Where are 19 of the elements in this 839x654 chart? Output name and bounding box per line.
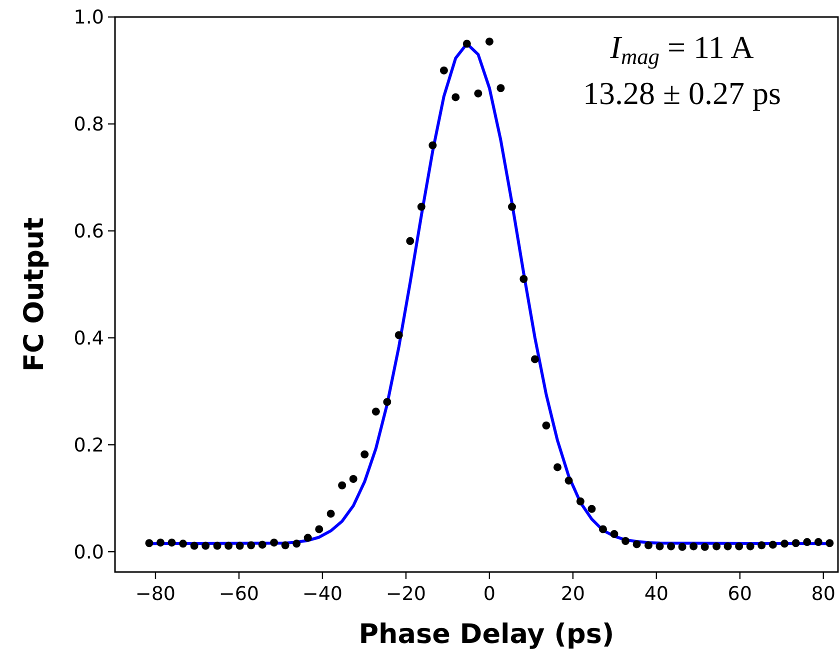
y-tick-label: 0.0 bbox=[74, 541, 104, 564]
x-tick-label: 80 bbox=[811, 583, 836, 605]
annotation: I$_{mag}$ = 11 A bbox=[609, 29, 754, 68]
x-tick-label: −40 bbox=[302, 583, 343, 605]
y-axis-title: FC Output bbox=[19, 217, 50, 372]
x-tick-label: −80 bbox=[135, 583, 176, 605]
x-axis-title: Phase Delay (ps) bbox=[358, 619, 614, 650]
annotation: 13.28 ± 0.27 ps bbox=[582, 75, 782, 111]
y-tick-label: 0.4 bbox=[74, 327, 104, 350]
x-tick-label: 0 bbox=[483, 583, 496, 605]
y-tick-label: 0.6 bbox=[74, 220, 104, 243]
x-tick-label: 40 bbox=[644, 583, 669, 605]
y-tick-label: 0.2 bbox=[74, 434, 104, 456]
x-tick-label: −60 bbox=[218, 583, 260, 605]
x-tick-label: 60 bbox=[728, 583, 752, 605]
x-tick-label: −20 bbox=[386, 583, 426, 605]
y-tick-label: 0.8 bbox=[74, 114, 104, 136]
x-tick-label: 20 bbox=[560, 583, 586, 605]
y-tick-label: 1.0 bbox=[74, 6, 104, 29]
